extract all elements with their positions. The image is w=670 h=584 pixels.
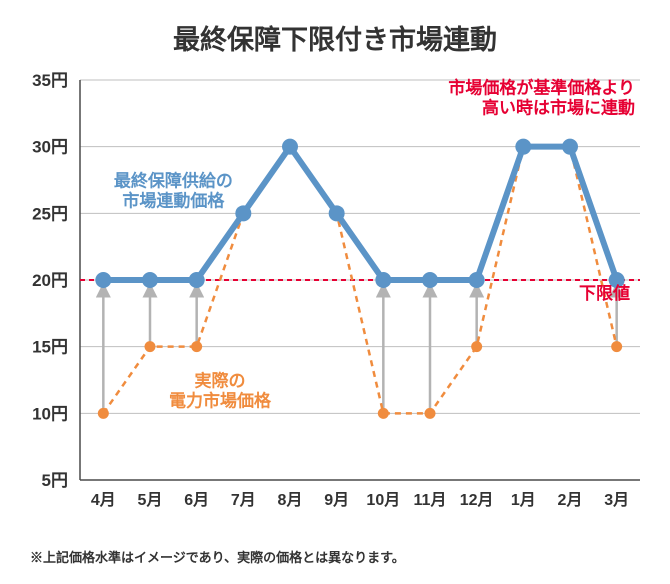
annotation-market-linked-2: 高い時は市場に連動 [482,97,635,117]
y-tick-label: 35円 [32,71,68,90]
x-tick-label: 1月 [511,491,536,509]
market-series-marker [191,341,202,352]
annotation-market-1: 実際の [195,371,246,391]
chart-title: 最終保障下限付き市場連動 [0,18,670,57]
guaranteed-series-marker [515,139,531,155]
guaranteed-series-marker [422,272,438,288]
y-tick-label: 30円 [32,138,68,157]
annotation-lower-limit: 下限値 [579,283,630,303]
guaranteed-series-marker [469,272,485,288]
guaranteed-series-marker [375,272,391,288]
x-tick-label: 3月 [604,491,629,509]
y-tick-label: 5円 [42,471,68,490]
market-series-marker [471,341,482,352]
annotation-market-linked-1: 市場価格が基準価格より [448,77,635,97]
annotation-market-2: 電力市場価格 [169,391,272,411]
chart-area: 5円 10円 15円 20円 25円 30円 35円 4月 5月 6月 7月 8月 9月 10月 11月 12… [10,60,650,524]
x-tick-label: 8月 [278,491,303,509]
x-tick-label: 6月 [184,491,209,509]
x-tick-label: 2月 [558,491,583,509]
x-tick-label: 7月 [231,491,256,509]
guaranteed-series-marker [562,139,578,155]
x-tick-label: 11月 [414,491,447,509]
guaranteed-series-marker [142,272,158,288]
guaranteed-series-marker [282,139,298,155]
x-tick-label: 12月 [460,491,494,509]
annotation-guaranteed-1: 最終保障供給の [114,171,233,191]
market-series-marker [145,341,156,352]
market-series-marker [425,408,436,419]
annotation-guaranteed-2: 市場連動価格 [122,191,225,211]
market-series-marker [611,341,622,352]
guaranteed-series-marker [95,272,111,288]
footnote: ※上記価格水準はイメージであり、実際の価格とは異なります。 [30,547,405,566]
x-tick-label: 10月 [366,491,400,509]
guaranteed-series-marker [189,272,205,288]
y-tick-label: 25円 [32,204,68,223]
chart-container: 最終保障下限付き市場連動 5円 10円 15円 20円 25円 30円 35円 4月 5月 6月 7… [0,0,670,584]
guaranteed-series-marker [235,205,251,221]
line-chart-svg: 5円 10円 15円 20円 25円 30円 35円 4月 5月 6月 7月 8月 9月 10月 11月 12… [10,60,650,524]
market-series-marker [98,408,109,419]
x-tick-label: 5月 [138,491,163,509]
y-tick-label: 10円 [32,404,68,423]
guaranteed-series-marker [329,205,345,221]
y-tick-label: 15円 [32,338,68,357]
y-tick-label: 20円 [32,271,68,290]
x-tick-label: 9月 [324,491,349,509]
market-series-marker [378,408,389,419]
x-tick-label: 4月 [91,491,116,509]
